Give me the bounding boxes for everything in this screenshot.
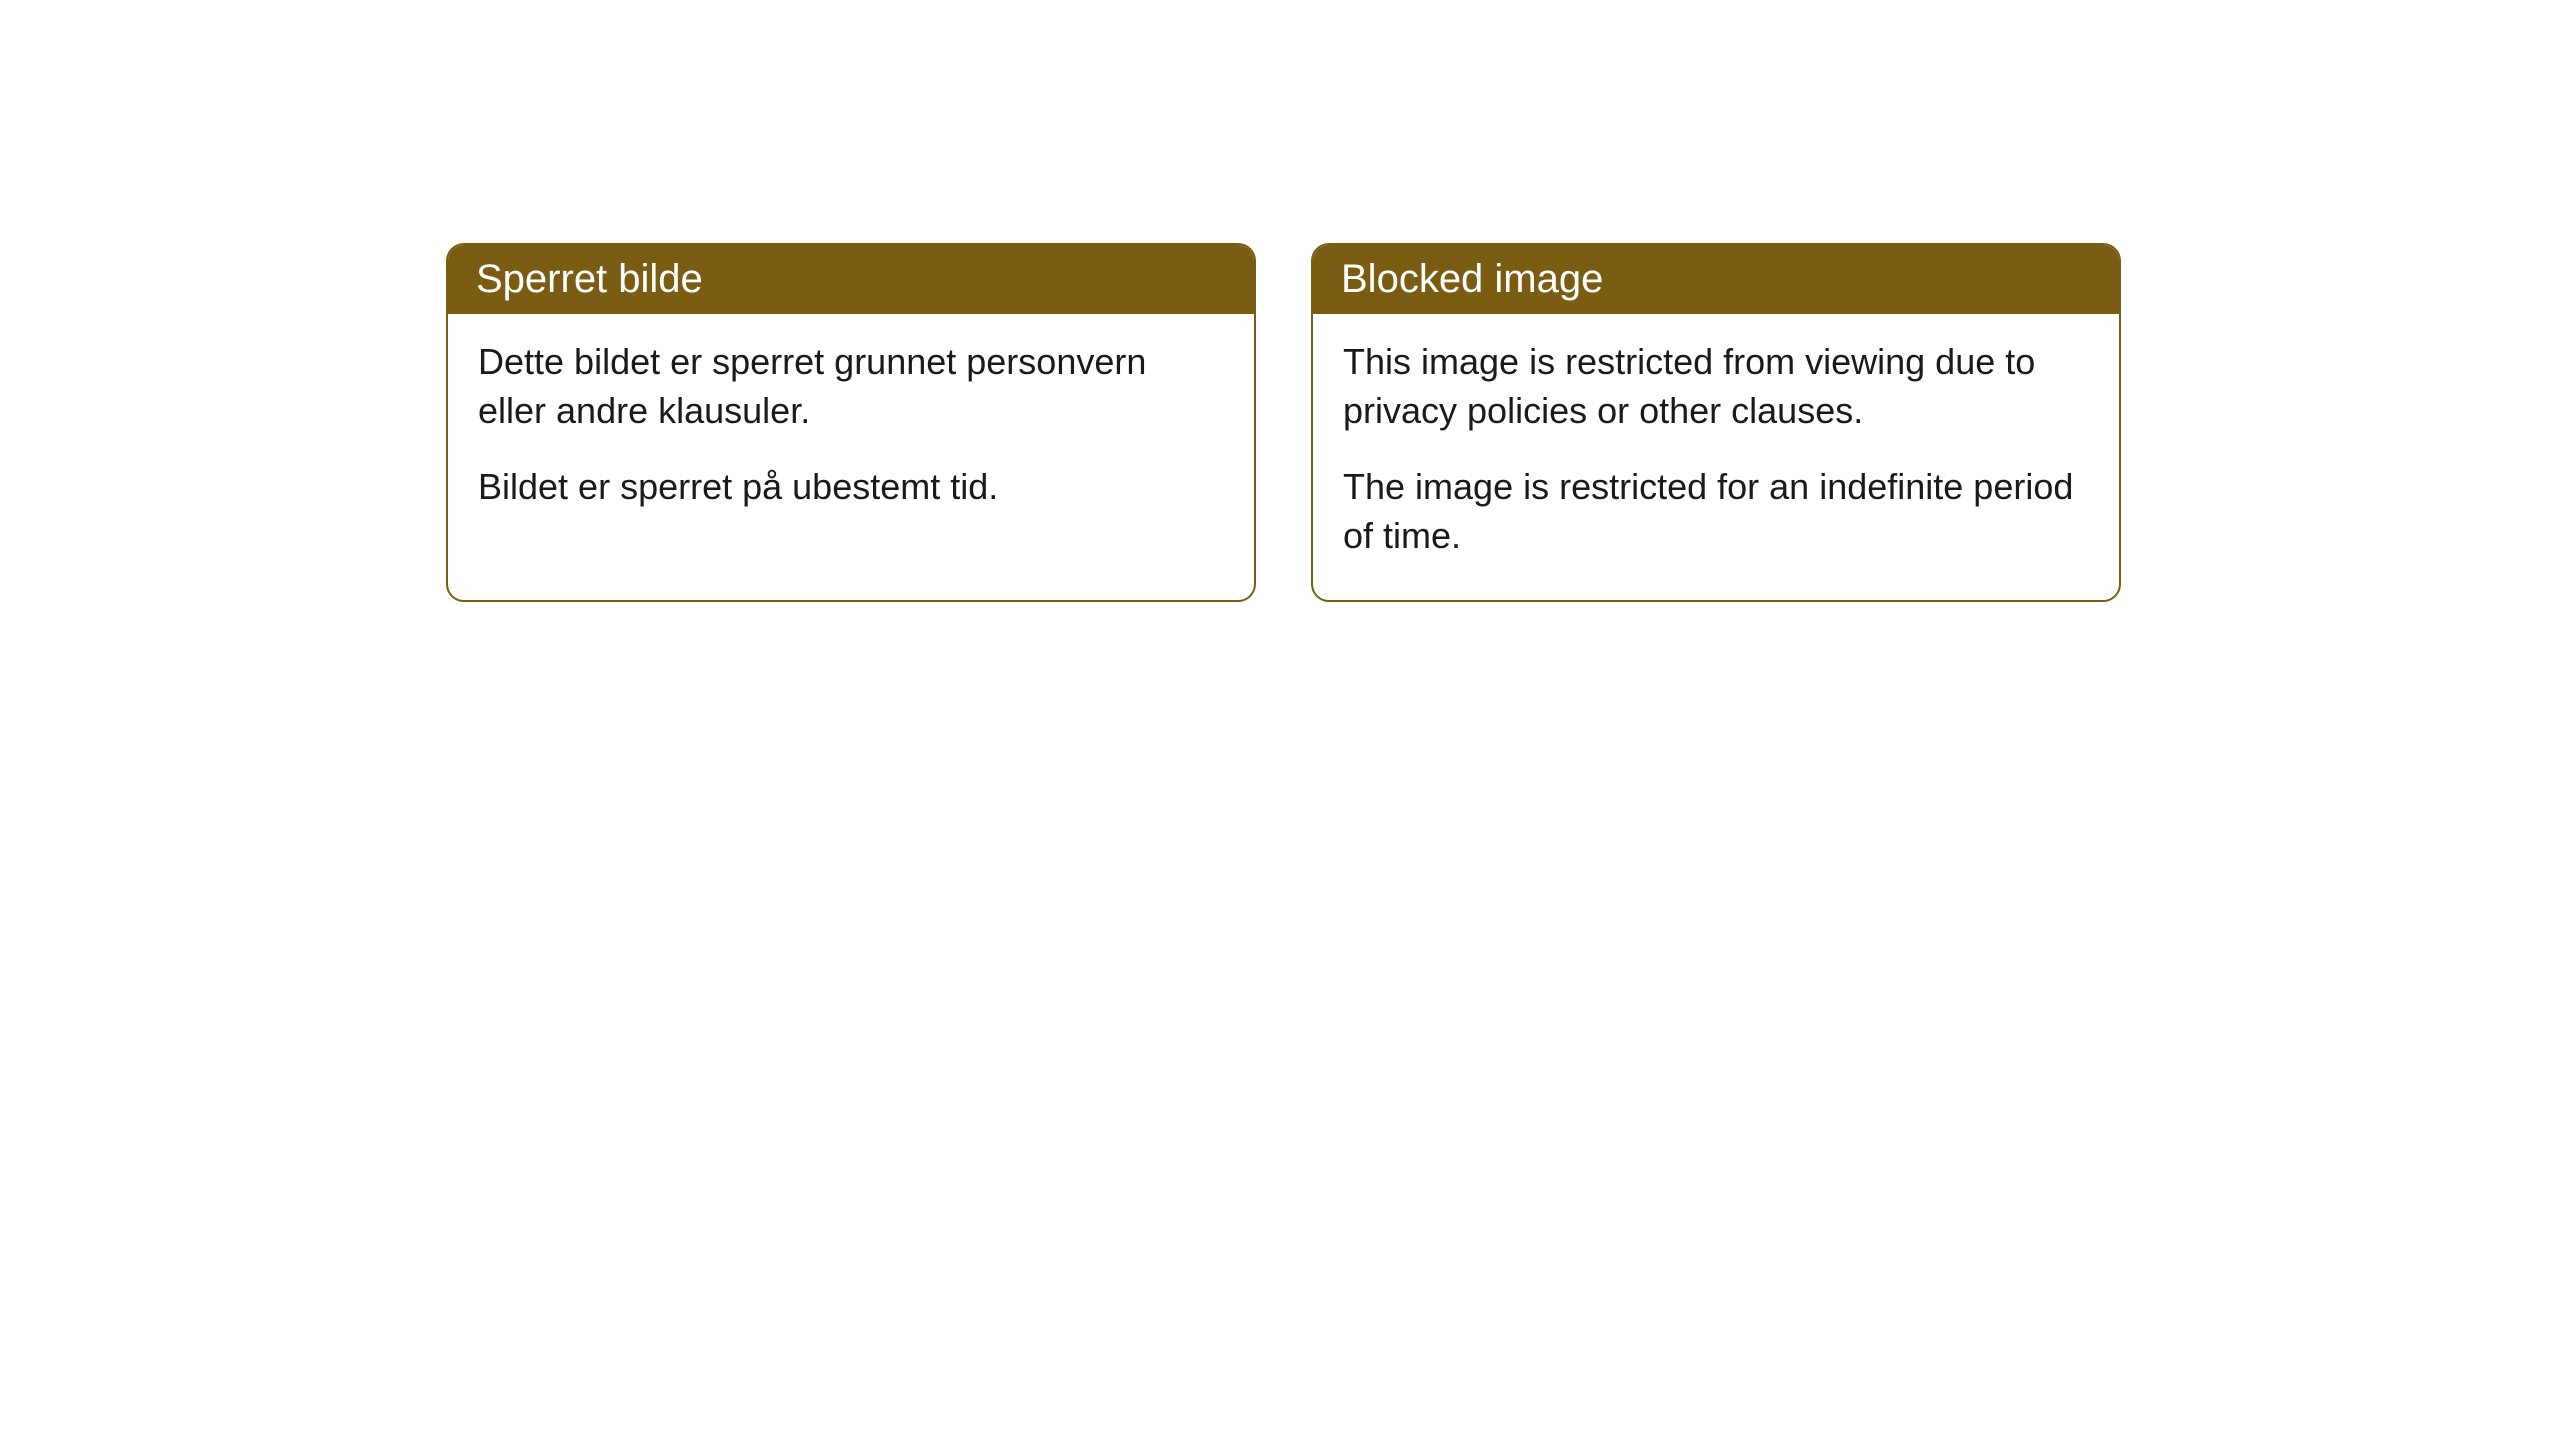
card-header-english: Blocked image: [1313, 245, 2119, 314]
card-body-norwegian: Dette bildet er sperret grunnet personve…: [448, 314, 1254, 552]
card-header-norwegian: Sperret bilde: [448, 245, 1254, 314]
card-paragraph: The image is restricted for an indefinit…: [1343, 463, 2089, 560]
notice-card-norwegian: Sperret bilde Dette bildet er sperret gr…: [446, 243, 1256, 602]
notice-card-english: Blocked image This image is restricted f…: [1311, 243, 2121, 602]
card-title: Blocked image: [1341, 257, 1603, 301]
notice-cards-container: Sperret bilde Dette bildet er sperret gr…: [446, 243, 2121, 602]
card-title: Sperret bilde: [476, 257, 703, 301]
card-body-english: This image is restricted from viewing du…: [1313, 314, 2119, 600]
card-paragraph: Bildet er sperret på ubestemt tid.: [478, 463, 1224, 512]
card-paragraph: Dette bildet er sperret grunnet personve…: [478, 338, 1224, 435]
card-paragraph: This image is restricted from viewing du…: [1343, 338, 2089, 435]
